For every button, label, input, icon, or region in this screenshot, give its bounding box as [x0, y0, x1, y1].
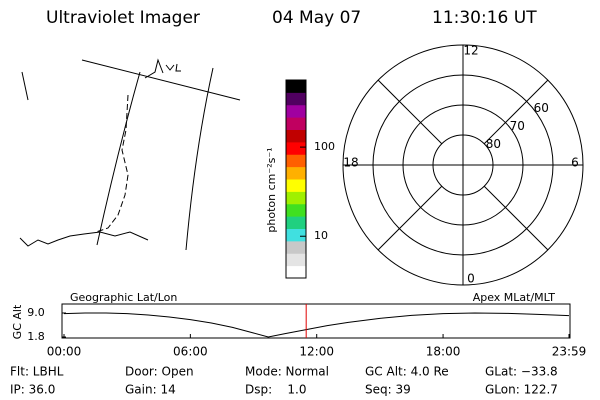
polar-lat-label: 60: [534, 101, 549, 115]
time: 11:30:16 UT: [432, 8, 537, 28]
polar-mlt-label: 18: [343, 156, 358, 170]
colorbar-segment: [286, 80, 306, 93]
colorbar-segment: [286, 253, 306, 267]
colorbar-segment: [286, 203, 306, 217]
polar-lat-label: 70: [510, 119, 525, 133]
polar-mlt-label: 12: [463, 44, 478, 58]
polar-spoke: [377, 185, 443, 251]
colorbar-segment: [286, 154, 306, 168]
colorbar-segment: [286, 166, 306, 180]
title: Ultraviolet Imager: [46, 8, 200, 28]
status-field: Mode: Normal: [245, 365, 329, 379]
status-field: Dsp: 1.0: [245, 383, 307, 397]
colorbar-segment: [286, 129, 306, 143]
colorbar-tick-label: 10: [314, 229, 328, 242]
colorbar-tick-label: 100: [314, 140, 335, 153]
plot-frame: [61, 303, 571, 339]
polar-circle: [402, 104, 524, 226]
x-tick-label: 12:00: [299, 345, 334, 359]
status-field: Seq: 39: [365, 383, 411, 397]
polar-spoke: [483, 79, 549, 145]
status-field: Door: Open: [125, 365, 194, 379]
polar-lat-label: 80: [486, 137, 501, 151]
colorbar-segment: [286, 265, 306, 279]
right-label: Apex MLat/MLT: [473, 291, 556, 304]
polar-spoke: [377, 79, 443, 145]
status-field: GC Alt: 4.0 Re: [365, 365, 449, 379]
colorbar-label: photon cm⁻²s⁻¹: [265, 147, 278, 232]
colorbar-segment: [286, 228, 306, 242]
x-tick-label: 00:00: [47, 345, 82, 359]
polar-mlt-label: 6: [571, 156, 579, 170]
colorbar-frame: [285, 79, 307, 279]
status-field: Flt: LBHL: [10, 365, 64, 379]
colorbar-segment: [286, 141, 306, 155]
y-label: GC Alt: [11, 304, 24, 339]
polar-circle: [372, 74, 554, 256]
date: 04 May 07: [272, 8, 361, 28]
colorbar-segment: [286, 92, 306, 106]
x-tick-label: 23:59: [552, 345, 587, 359]
y-tick-label: 1.8: [27, 330, 45, 343]
x-tick-label: 18:00: [426, 345, 461, 359]
x-tick-label: 06:00: [173, 345, 208, 359]
status-field: Gain: 14: [125, 383, 176, 397]
altitude-line: [63, 312, 570, 338]
polar-mlt-label: 0: [467, 272, 475, 286]
colorbar-segment: [286, 216, 306, 229]
colorbar-segment: [286, 104, 306, 118]
left-label: Geographic Lat/Lon: [70, 291, 177, 304]
status-field: GLat: −33.8: [485, 365, 558, 379]
y-tick-label: 9.0: [27, 306, 45, 319]
colorbar-segment: [286, 240, 306, 254]
colorbar-segment: [286, 179, 306, 192]
colorbar-segment: [286, 117, 306, 130]
colorbar-segment: [286, 191, 306, 205]
polar-circle: [432, 134, 494, 196]
status-field: GLon: 122.7: [485, 383, 558, 397]
polar-spoke: [483, 185, 549, 251]
status-field: IP: 36.0: [10, 383, 55, 397]
map: [19, 58, 241, 251]
